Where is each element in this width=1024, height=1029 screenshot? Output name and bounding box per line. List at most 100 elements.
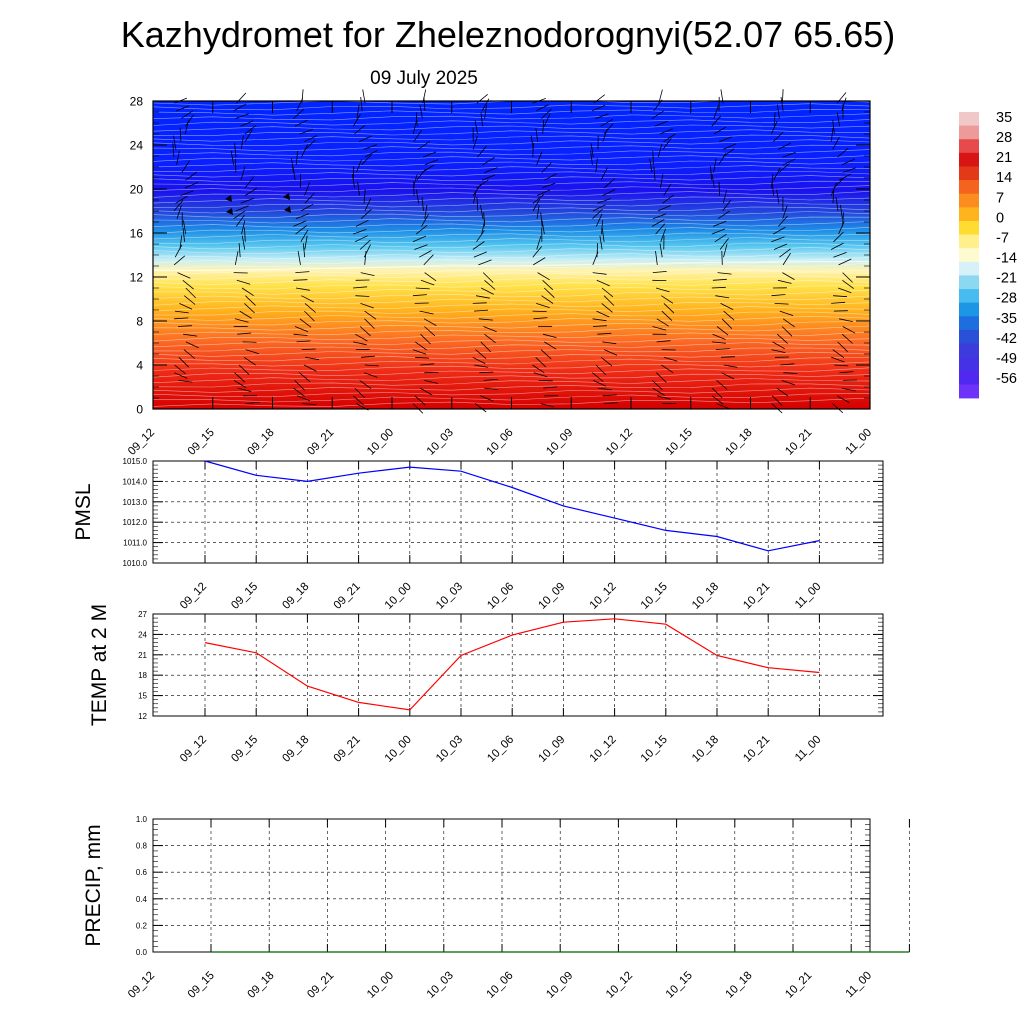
x-tick-label: 09_18 xyxy=(246,970,277,1001)
y-tick-label: 0.8 xyxy=(136,842,148,851)
x-tick-label: 09_15 xyxy=(229,734,260,765)
colorbar-swatch xyxy=(959,221,979,235)
y-tick-label: 1.0 xyxy=(136,815,148,824)
x-tick-label: 09_21 xyxy=(332,734,363,765)
y-tick-label: 8 xyxy=(136,315,143,329)
colorbar-swatch xyxy=(959,344,979,358)
y-tick-label: 1014.0 xyxy=(123,477,148,486)
x-tick-label: 10_06 xyxy=(485,970,516,1001)
x-tick-label: 09_18 xyxy=(246,427,277,458)
x-tick-label: 09_15 xyxy=(186,427,217,458)
colorbar-swatch xyxy=(959,194,979,208)
x-tick-label: 11_00 xyxy=(844,427,875,458)
x-tick-label: 10_03 xyxy=(425,427,456,458)
x-tick-label: 10_12 xyxy=(588,581,619,612)
x-tick-label: 11_00 xyxy=(844,970,875,1001)
x-tick-label: 10_00 xyxy=(383,581,414,612)
colorbar-swatch xyxy=(959,126,979,140)
y-axis-title: PRECIP, mm xyxy=(82,824,105,946)
colorbar-label: -7 xyxy=(996,230,1009,246)
y-tick-label: 1012.0 xyxy=(123,518,148,527)
x-tick-label: 10_12 xyxy=(604,427,635,458)
y-tick-label: 20 xyxy=(130,183,144,197)
x-tick-label: 10_21 xyxy=(741,734,772,765)
colorbar-swatch xyxy=(959,235,979,249)
colorbar-swatch xyxy=(959,248,979,262)
x-tick-label: 10_03 xyxy=(434,734,465,765)
y-tick-label: 28 xyxy=(130,95,144,109)
wind-barb xyxy=(722,251,723,265)
y-tick-label: 21 xyxy=(138,651,147,660)
colorbar-swatch xyxy=(959,262,979,276)
pmsl-panel: 1010.01011.01012.01013.01014.01015.009_1… xyxy=(72,457,883,612)
x-tick-label: 09_12 xyxy=(126,427,157,458)
colorbar-label: -42 xyxy=(996,331,1017,347)
y-tick-label: 1015.0 xyxy=(123,457,148,466)
x-tick-label: 10_12 xyxy=(588,734,619,765)
temperature-field xyxy=(153,101,870,409)
x-tick-label: 10_06 xyxy=(485,734,516,765)
x-tick-label: 10_15 xyxy=(664,970,695,1001)
x-tick-label: 10_00 xyxy=(383,734,414,765)
x-tick-label: 10_15 xyxy=(639,581,670,612)
y-tick-label: 12 xyxy=(130,271,144,285)
x-tick-label: 10_15 xyxy=(664,427,695,458)
colorbar-label: 28 xyxy=(996,130,1012,146)
colorbar-label: -35 xyxy=(996,311,1017,327)
colorbar-label: 7 xyxy=(996,190,1004,206)
x-tick-label: 09_21 xyxy=(305,427,336,458)
x-tick-label: 10_09 xyxy=(544,427,575,458)
colorbar-swatch xyxy=(959,153,979,167)
x-tick-label: 10_18 xyxy=(690,734,721,765)
colorbar-swatch xyxy=(959,166,979,180)
colorbar-swatch xyxy=(959,384,979,398)
x-tick-label: 10_06 xyxy=(485,427,516,458)
x-tick-label: 10_09 xyxy=(536,734,567,765)
colorbar-label: -49 xyxy=(996,351,1017,367)
x-tick-label: 11_00 xyxy=(793,734,824,765)
colorbar-label: -21 xyxy=(996,271,1017,287)
y-tick-label: 1010.0 xyxy=(123,559,148,568)
colorbar-swatch xyxy=(959,139,979,153)
x-tick-label: 10_00 xyxy=(365,427,396,458)
x-tick-label: 10_09 xyxy=(536,581,567,612)
x-tick-label: 10_18 xyxy=(690,581,721,612)
x-tick-label: 10_18 xyxy=(724,970,755,1001)
y-tick-label: 1013.0 xyxy=(123,498,148,507)
colorbar-swatch xyxy=(959,112,979,126)
y-tick-label: 24 xyxy=(130,139,144,153)
colorbar-label: 14 xyxy=(996,170,1012,186)
colorbar-swatch xyxy=(959,330,979,344)
x-tick-label: 10_06 xyxy=(485,581,516,612)
y-tick-label: 15 xyxy=(138,692,147,701)
x-tick-label: 10_21 xyxy=(783,970,814,1001)
x-tick-label: 10_21 xyxy=(783,427,814,458)
y-tick-label: 0.2 xyxy=(136,921,148,930)
colorbar-swatch xyxy=(959,316,979,330)
colorbar-label: -14 xyxy=(996,251,1017,267)
colorbar-swatch xyxy=(959,180,979,194)
colorbar-swatch xyxy=(959,357,979,371)
y-tick-label: 0.4 xyxy=(136,895,148,904)
x-tick-label: 09_21 xyxy=(305,970,336,1001)
colorbar-swatch xyxy=(959,371,979,385)
y-axis-title: PMSL xyxy=(72,483,95,540)
colorbar-swatch xyxy=(959,207,979,221)
x-tick-label: 09_12 xyxy=(178,734,209,765)
y-tick-label: 16 xyxy=(130,227,144,241)
y-tick-label: 18 xyxy=(138,671,147,680)
x-tick-label: 09_18 xyxy=(280,734,311,765)
y-tick-label: 24 xyxy=(138,630,147,639)
wind-barb xyxy=(533,311,547,312)
x-tick-label: 10_15 xyxy=(639,734,670,765)
plot-frame xyxy=(153,819,870,952)
x-tick-label: 09_21 xyxy=(332,581,363,612)
y-tick-label: 4 xyxy=(136,359,143,373)
colorbar-label: 35 xyxy=(996,110,1012,126)
colorbar-label: 0 xyxy=(996,210,1004,226)
